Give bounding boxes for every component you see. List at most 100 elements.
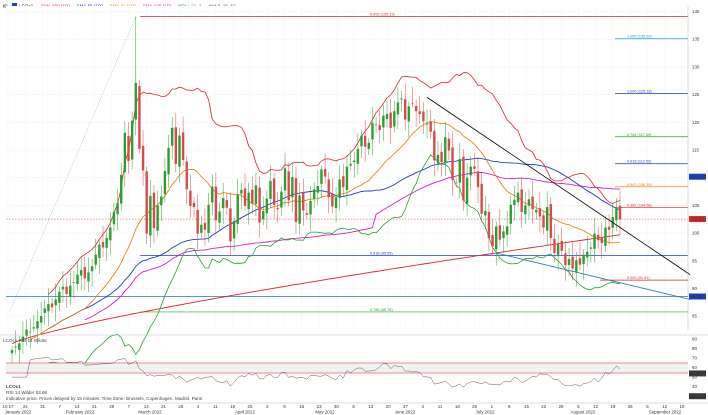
candle-body bbox=[451, 147, 454, 180]
candle-body bbox=[65, 286, 68, 294]
menu-label[interactable]: ID bbox=[3, 4, 8, 9]
time-tick-label: 6 bbox=[352, 404, 355, 409]
time-tick-label: 14 bbox=[75, 404, 80, 409]
price-tick-label: 135 bbox=[692, 37, 700, 42]
candle-body bbox=[265, 198, 269, 214]
candle-body bbox=[18, 343, 21, 350]
candle-body bbox=[167, 147, 170, 175]
candle-body bbox=[564, 253, 567, 266]
candle-body bbox=[462, 156, 465, 201]
candle-body bbox=[218, 211, 221, 223]
candle-body bbox=[516, 192, 520, 203]
month-label: July 2022 bbox=[476, 410, 495, 415]
rsi-tick-label: 40 bbox=[692, 384, 697, 389]
candle-body bbox=[356, 148, 360, 164]
sma55-line bbox=[48, 157, 621, 330]
candle-body bbox=[542, 215, 545, 228]
candle-body bbox=[473, 166, 476, 169]
candle-body bbox=[604, 227, 607, 246]
candle-body bbox=[469, 166, 472, 176]
time-tick-label: 1 bbox=[491, 404, 494, 409]
price-badge bbox=[689, 293, 706, 300]
candle-body bbox=[498, 225, 502, 240]
candle-body bbox=[345, 166, 349, 191]
candle-body bbox=[582, 254, 585, 265]
month-label: April 2022 bbox=[235, 410, 255, 415]
price-tick-label: 140 bbox=[692, 9, 700, 14]
month-label: March 2022 bbox=[138, 410, 162, 415]
price-tick-label: 85 bbox=[692, 314, 697, 319]
rsi-tick-label: 90 bbox=[692, 336, 697, 341]
support-channel bbox=[496, 252, 691, 300]
time-tick-label: 19 bbox=[610, 404, 615, 409]
candle-body bbox=[145, 171, 148, 234]
candle-body bbox=[389, 112, 392, 128]
candle-body bbox=[618, 205, 622, 220]
rsi-tick-label: 50 bbox=[692, 375, 697, 380]
time-tick-label: 26 bbox=[628, 404, 633, 409]
price-badge bbox=[689, 173, 706, 180]
candle-body bbox=[505, 226, 509, 235]
time-tick-label: 15 bbox=[524, 404, 529, 409]
candle-body bbox=[367, 142, 370, 150]
candle-body bbox=[465, 177, 469, 204]
candle-body bbox=[600, 237, 603, 244]
candle-body bbox=[538, 208, 542, 217]
price-badge-label: 102.53 bbox=[691, 217, 705, 222]
candle-body bbox=[425, 123, 429, 125]
rsi-header: LCOc1 RSI 14 Wilder bbox=[3, 338, 47, 343]
candle-body bbox=[509, 204, 512, 224]
candle-body bbox=[243, 188, 247, 206]
candle-body bbox=[152, 192, 156, 229]
candle-body bbox=[262, 210, 265, 220]
candle-body bbox=[61, 286, 65, 290]
candle-body bbox=[454, 182, 458, 184]
time-tick-label: 2 bbox=[266, 404, 269, 409]
candle-body bbox=[98, 244, 101, 258]
candle-body bbox=[363, 135, 367, 147]
candle-body bbox=[69, 285, 72, 297]
candle-body bbox=[185, 161, 188, 190]
fib-level-label: 0.618 (112.52) bbox=[627, 160, 652, 164]
time-tick-label: 24 bbox=[23, 404, 28, 409]
candle-body bbox=[560, 240, 563, 251]
candle-body bbox=[29, 331, 32, 333]
time-tick-label: 18 bbox=[455, 404, 460, 409]
candle-body bbox=[607, 226, 611, 230]
rsi-panel[interactable]: LCOc1 RSI 14 Wilder LCOc1 RSI 14 Wilder … bbox=[0, 334, 708, 401]
candle-body bbox=[360, 135, 363, 147]
candle-body bbox=[331, 193, 334, 207]
candle-body bbox=[174, 127, 178, 164]
candle-body bbox=[444, 137, 447, 164]
price-plot[interactable]: 0.000 (139.13) 1.000 (135.09) 1.000 (125.1… bbox=[6, 6, 691, 370]
candle-body bbox=[178, 135, 181, 167]
price-tick-label: 125 bbox=[692, 92, 700, 97]
candle-body bbox=[276, 208, 279, 210]
candle-body bbox=[440, 151, 443, 163]
candle-body bbox=[211, 186, 214, 203]
time-tick-label: 23 bbox=[317, 404, 322, 409]
candle-body bbox=[120, 174, 123, 204]
fib-level-label: 0.618 (95.95) bbox=[370, 252, 393, 256]
candle-body bbox=[25, 329, 28, 336]
rsi-tick-label: 80 bbox=[692, 346, 697, 351]
candle-body bbox=[287, 171, 290, 201]
time-tick-label: 19 bbox=[680, 404, 685, 409]
rsi-tick-label: 60 bbox=[692, 365, 697, 370]
price-badge-label: 88.55 bbox=[691, 294, 703, 299]
fib-level-label: 0.382 (104.58) bbox=[627, 204, 652, 208]
candle-body bbox=[163, 171, 167, 195]
time-tick-label: 13 bbox=[368, 404, 373, 409]
month-label: August 2022 bbox=[571, 410, 596, 415]
candle-body bbox=[229, 208, 232, 242]
candle-body bbox=[527, 199, 531, 206]
candle-body bbox=[105, 238, 108, 248]
price-badge bbox=[689, 216, 706, 223]
candle-body bbox=[109, 227, 112, 241]
candle-body bbox=[101, 242, 105, 248]
candle-body bbox=[320, 169, 323, 184]
candle-body bbox=[156, 205, 159, 231]
time-tick-label: 11 bbox=[438, 404, 443, 409]
boll-upper-line bbox=[48, 72, 621, 295]
